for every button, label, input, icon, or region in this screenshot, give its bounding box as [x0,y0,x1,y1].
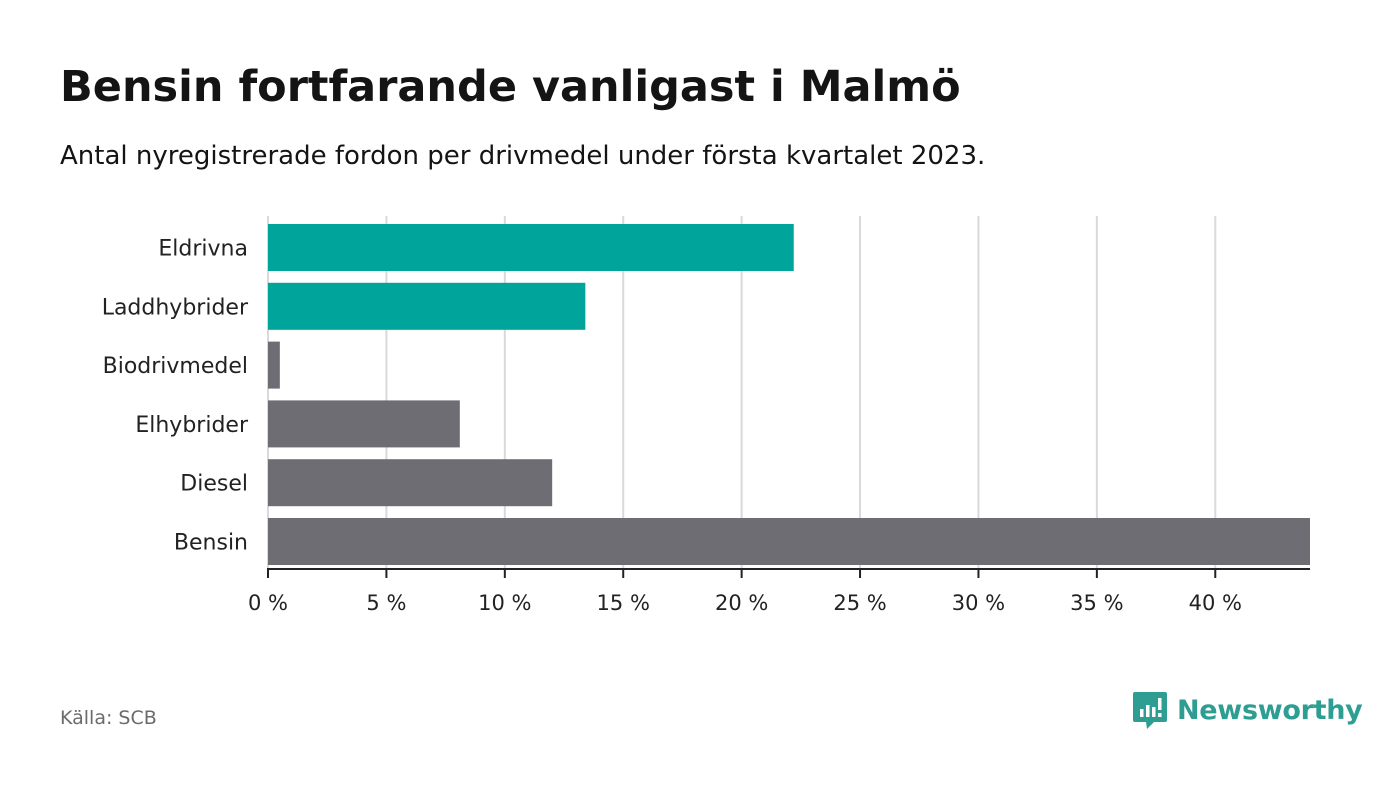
category-label: Biodrivmedel [103,354,248,379]
bar [268,518,1310,565]
gridlines [267,216,1217,569]
category-label: Laddhybrider [102,295,249,320]
x-tick-label: 30 % [952,591,1005,615]
x-axis: 0 % 5 % 10 % 15 % 20 % 25 % 30 % 35 % 40 % [248,568,1310,615]
bar [268,459,553,507]
brand-logo: Newsworthy [1132,690,1363,730]
x-tick-label: 0 % [248,591,288,615]
x-tick-label: 40 % [1189,591,1242,615]
bar [268,400,460,448]
brand-name: Newsworthy [1177,694,1363,726]
x-tick-label: 5 % [366,591,406,615]
x-tick-label: 25 % [833,591,886,615]
bar [268,341,280,389]
category-label: Diesel [180,472,248,497]
bar [268,282,586,330]
bar [268,224,794,271]
newsworthy-logo-icon [1133,692,1167,729]
x-tick-label: 35 % [1070,591,1123,615]
category-labels: Eldrivna Laddhybrider Biodrivmedel Elhybrid… [102,237,249,556]
source-note: Källa: SCB [60,707,157,729]
x-tick-label: 20 % [715,591,768,615]
x-tick-label: 10 % [478,591,531,615]
category-label: Eldrivna [158,237,248,262]
category-label: Bensin [174,531,248,556]
bars [268,224,1310,565]
x-tick-label: 15 % [597,591,650,615]
chart-subtitle: Antal nyregistrerade fordon per drivmede… [60,141,986,171]
category-label: Elhybrider [135,413,249,438]
chart-title: Bensin fortfarande vanligast i Malmö [60,62,961,112]
